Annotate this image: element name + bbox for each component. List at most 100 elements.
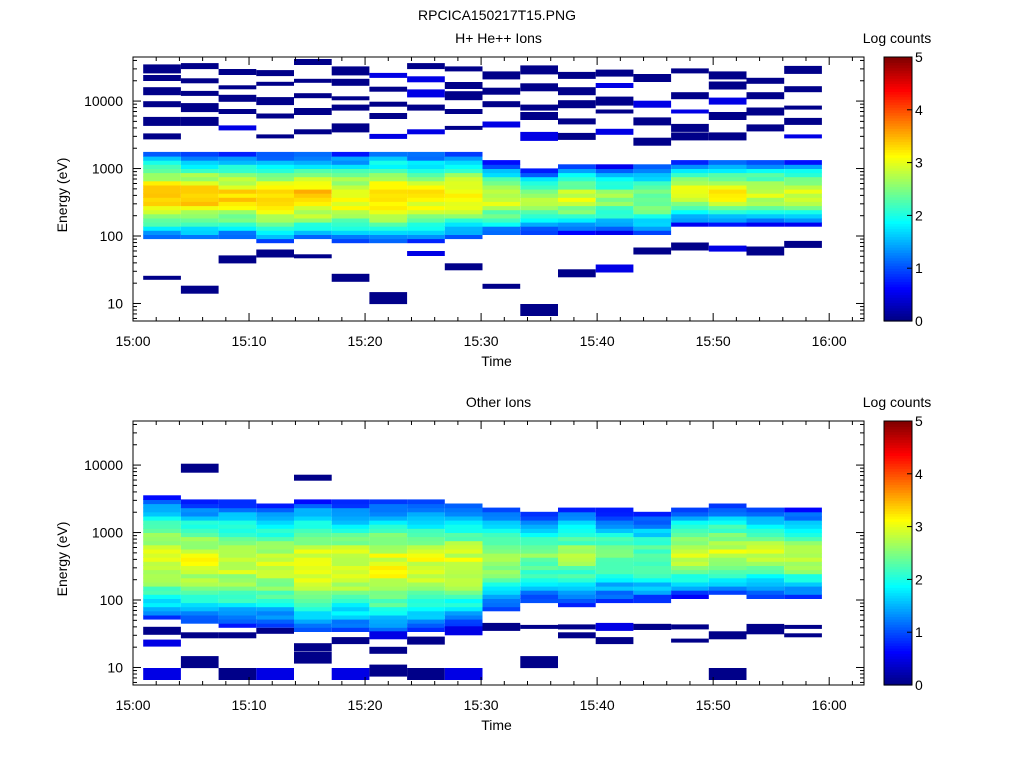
colorbar-tick-label: 3 bbox=[915, 519, 923, 535]
heatmap-cell bbox=[784, 594, 822, 599]
heatmap-cell bbox=[143, 561, 181, 566]
heatmap-cell bbox=[256, 532, 294, 538]
heatmap-cell bbox=[256, 565, 294, 571]
heatmap-cell bbox=[520, 230, 558, 235]
heatmap-cell bbox=[708, 507, 747, 513]
colorbar-segment bbox=[884, 518, 912, 522]
heatmap-cell bbox=[407, 180, 445, 186]
heatmap-cell bbox=[671, 515, 709, 521]
heatmap-cell bbox=[256, 249, 294, 258]
heatmap-cell bbox=[558, 164, 596, 169]
heatmap-cell bbox=[784, 524, 822, 529]
heatmap-cell bbox=[784, 197, 822, 202]
heatmap-cell bbox=[708, 180, 747, 186]
heatmap-cell bbox=[331, 164, 370, 169]
heatmap-cell bbox=[331, 532, 370, 538]
heatmap-cell bbox=[407, 251, 445, 256]
heatmap-cell bbox=[708, 112, 747, 120]
heatmap-cell bbox=[180, 540, 219, 546]
heatmap-cell bbox=[407, 197, 445, 202]
heatmap-cell bbox=[482, 209, 521, 215]
heatmap-cell bbox=[444, 180, 483, 186]
heatmap-cell bbox=[256, 557, 294, 562]
heatmap-cell bbox=[746, 164, 785, 169]
heatmap-cell bbox=[784, 553, 822, 558]
heatmap-cell bbox=[331, 507, 370, 513]
heatmap-cell bbox=[444, 176, 483, 182]
heatmap-cell bbox=[369, 205, 408, 211]
heatmap-cell bbox=[444, 503, 483, 509]
colorbar-segment bbox=[884, 637, 912, 641]
heatmap-cell bbox=[143, 205, 181, 211]
colorbar-segment bbox=[884, 682, 912, 686]
heatmap-cell bbox=[558, 528, 596, 533]
heatmap-cell bbox=[633, 172, 672, 178]
heatmap-cell bbox=[784, 557, 822, 562]
heatmap-cell bbox=[256, 230, 294, 235]
heatmap-cell bbox=[444, 91, 483, 101]
heatmap-cell bbox=[746, 565, 785, 571]
heatmap-cell bbox=[444, 623, 483, 628]
colorbar-segment bbox=[884, 228, 912, 232]
heatmap-cell bbox=[482, 553, 521, 558]
heatmap-cell bbox=[520, 213, 558, 219]
heatmap-cell bbox=[520, 569, 558, 575]
heatmap-cell bbox=[595, 528, 634, 533]
heatmap-cell bbox=[218, 573, 257, 579]
heatmap-cell bbox=[520, 65, 558, 75]
colorbar-segment bbox=[884, 62, 912, 66]
heatmap-cell bbox=[444, 557, 483, 562]
heatmap-cell bbox=[482, 602, 521, 608]
heatmap-cell bbox=[180, 503, 219, 509]
colorbar-segment bbox=[884, 611, 912, 615]
heatmap-cell bbox=[558, 590, 596, 595]
heatmap-cell bbox=[633, 168, 672, 174]
colorbar-segment bbox=[884, 175, 912, 180]
heatmap-cell bbox=[784, 240, 822, 248]
heatmap-cell bbox=[180, 565, 219, 571]
heatmap-cell bbox=[218, 632, 257, 639]
heatmap-cell bbox=[294, 548, 332, 554]
heatmap-cell bbox=[369, 528, 408, 533]
heatmap-cell bbox=[520, 205, 558, 211]
heatmap-cell bbox=[256, 234, 294, 240]
heatmap-cell bbox=[633, 209, 672, 215]
heatmap-cell bbox=[444, 528, 483, 533]
heatmap-cell bbox=[256, 623, 294, 628]
heatmap-cell bbox=[331, 557, 370, 562]
heatmap-cell bbox=[294, 557, 332, 562]
x-tick-label: 16:00 bbox=[812, 697, 847, 713]
heatmap-cell bbox=[256, 503, 294, 509]
heatmap-cell bbox=[444, 606, 483, 612]
heatmap-cell bbox=[520, 83, 558, 92]
colorbar-segment bbox=[884, 508, 912, 512]
heatmap-cell bbox=[482, 193, 521, 198]
colorbar-segment bbox=[884, 125, 912, 129]
heatmap-cell bbox=[595, 226, 634, 231]
heatmap-cell bbox=[407, 193, 445, 198]
colorbar-segment bbox=[884, 223, 912, 227]
heatmap-cell bbox=[218, 594, 257, 599]
colorbar-segment bbox=[884, 523, 912, 528]
heatmap-cell bbox=[558, 565, 596, 571]
heatmap-cell bbox=[180, 557, 219, 562]
colorbar-segment bbox=[884, 613, 912, 617]
heatmap-cell bbox=[143, 184, 181, 190]
colorbar-segment bbox=[884, 505, 912, 509]
heatmap-cell bbox=[671, 92, 709, 100]
heatmap-cell bbox=[369, 160, 408, 165]
colorbar-segment bbox=[884, 262, 912, 267]
heatmap-cell bbox=[143, 503, 181, 509]
heatmap-cell bbox=[595, 569, 634, 575]
heatmap-cell bbox=[520, 209, 558, 215]
heatmap-cell bbox=[369, 499, 408, 505]
heatmap-cell bbox=[369, 180, 408, 186]
heatmap-cell bbox=[520, 528, 558, 533]
heatmap-cell bbox=[218, 586, 257, 591]
heatmap-cell bbox=[218, 561, 257, 566]
heatmap-cell bbox=[143, 626, 181, 635]
colorbar-segment bbox=[884, 658, 912, 662]
heatmap-cell bbox=[482, 507, 521, 513]
colorbar-segment bbox=[884, 144, 912, 148]
heatmap-cell bbox=[444, 263, 483, 271]
